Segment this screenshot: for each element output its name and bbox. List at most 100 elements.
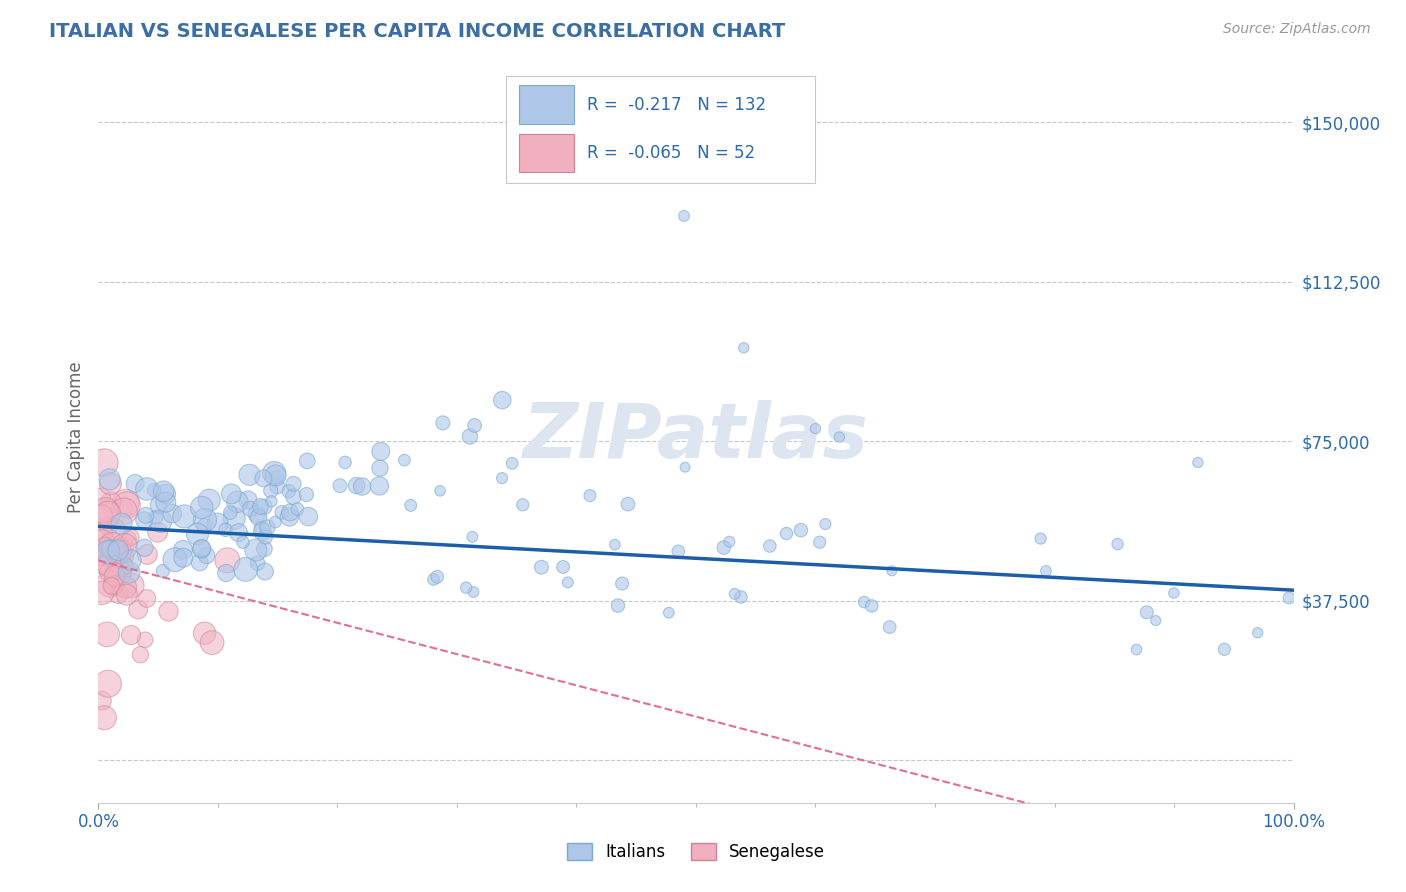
Point — [1163, 586, 1185, 600]
Point — [108, 544, 131, 558]
Point — [155, 495, 177, 509]
Point — [114, 580, 136, 594]
Text: ITALIAN VS SENEGALESE PER CAPITA INCOME CORRELATION CHART: ITALIAN VS SENEGALESE PER CAPITA INCOME … — [49, 22, 786, 41]
Point — [103, 522, 125, 536]
Point — [172, 550, 194, 565]
Point — [186, 527, 208, 541]
Point — [1035, 564, 1057, 578]
Point — [98, 577, 121, 591]
Point — [808, 535, 831, 549]
Point — [860, 599, 883, 613]
Point — [394, 453, 416, 467]
Point — [530, 560, 553, 574]
Text: Source: ZipAtlas.com: Source: ZipAtlas.com — [1223, 22, 1371, 37]
Point — [1136, 605, 1159, 619]
Point — [658, 606, 681, 620]
Point — [118, 566, 141, 580]
Point — [287, 502, 309, 516]
Point — [191, 541, 214, 556]
Point — [124, 476, 146, 491]
Bar — [519, 86, 574, 124]
Point — [501, 456, 523, 470]
Point — [136, 591, 159, 606]
Point — [91, 547, 114, 561]
Point — [256, 520, 278, 534]
Point — [129, 648, 152, 662]
Point — [232, 535, 254, 549]
Point — [207, 516, 229, 531]
Point — [790, 523, 813, 537]
Point — [260, 494, 283, 508]
Point — [278, 509, 301, 524]
Point — [98, 558, 121, 572]
Point — [224, 511, 246, 525]
Point — [136, 548, 159, 562]
Point — [148, 498, 170, 512]
Point — [464, 418, 486, 433]
Point — [155, 487, 177, 501]
Point — [297, 454, 319, 468]
Point — [221, 487, 243, 501]
Point — [246, 556, 269, 570]
Point — [252, 524, 274, 539]
Point — [283, 490, 305, 504]
Point — [97, 519, 120, 533]
Point — [759, 539, 782, 553]
Point — [252, 471, 274, 485]
Point — [108, 558, 131, 573]
Legend: Italians, Senegalese: Italians, Senegalese — [561, 836, 831, 868]
Point — [215, 566, 238, 580]
Point — [333, 455, 356, 469]
Point — [135, 508, 157, 523]
Point — [219, 506, 242, 520]
Point — [120, 530, 142, 544]
Point — [610, 576, 633, 591]
Point — [399, 499, 422, 513]
Point — [260, 483, 283, 498]
Point — [107, 566, 129, 580]
Point — [238, 467, 260, 482]
Point — [1187, 456, 1209, 470]
Point — [190, 500, 212, 515]
Point — [97, 507, 120, 521]
Point — [120, 628, 142, 642]
Point — [329, 478, 352, 492]
Point — [1125, 642, 1147, 657]
Point — [246, 507, 269, 521]
Point — [100, 541, 122, 556]
Point — [666, 544, 689, 558]
Point — [579, 489, 602, 503]
Point — [188, 556, 211, 570]
Point — [426, 570, 449, 584]
Point — [264, 468, 287, 483]
Point — [120, 553, 142, 567]
Point — [194, 626, 217, 640]
Point — [98, 472, 121, 486]
Point — [115, 588, 138, 602]
Point — [135, 482, 157, 496]
Point — [97, 545, 120, 559]
Point — [253, 541, 276, 556]
Point — [114, 540, 136, 554]
Point — [163, 552, 186, 566]
Point — [96, 627, 118, 641]
Point — [217, 553, 239, 567]
Point — [463, 585, 485, 599]
Point — [733, 341, 755, 355]
Point — [93, 711, 115, 725]
Point — [557, 575, 579, 590]
Point — [134, 632, 156, 647]
Point — [194, 513, 217, 527]
Point — [254, 530, 277, 544]
Point — [730, 590, 752, 604]
Point — [162, 507, 184, 521]
Point — [724, 587, 747, 601]
Point — [193, 518, 215, 533]
Point — [553, 560, 575, 574]
Point — [1213, 642, 1236, 657]
Point — [266, 470, 288, 484]
Point — [98, 476, 122, 491]
Point — [461, 530, 484, 544]
Point — [97, 677, 120, 691]
Point — [245, 543, 267, 558]
